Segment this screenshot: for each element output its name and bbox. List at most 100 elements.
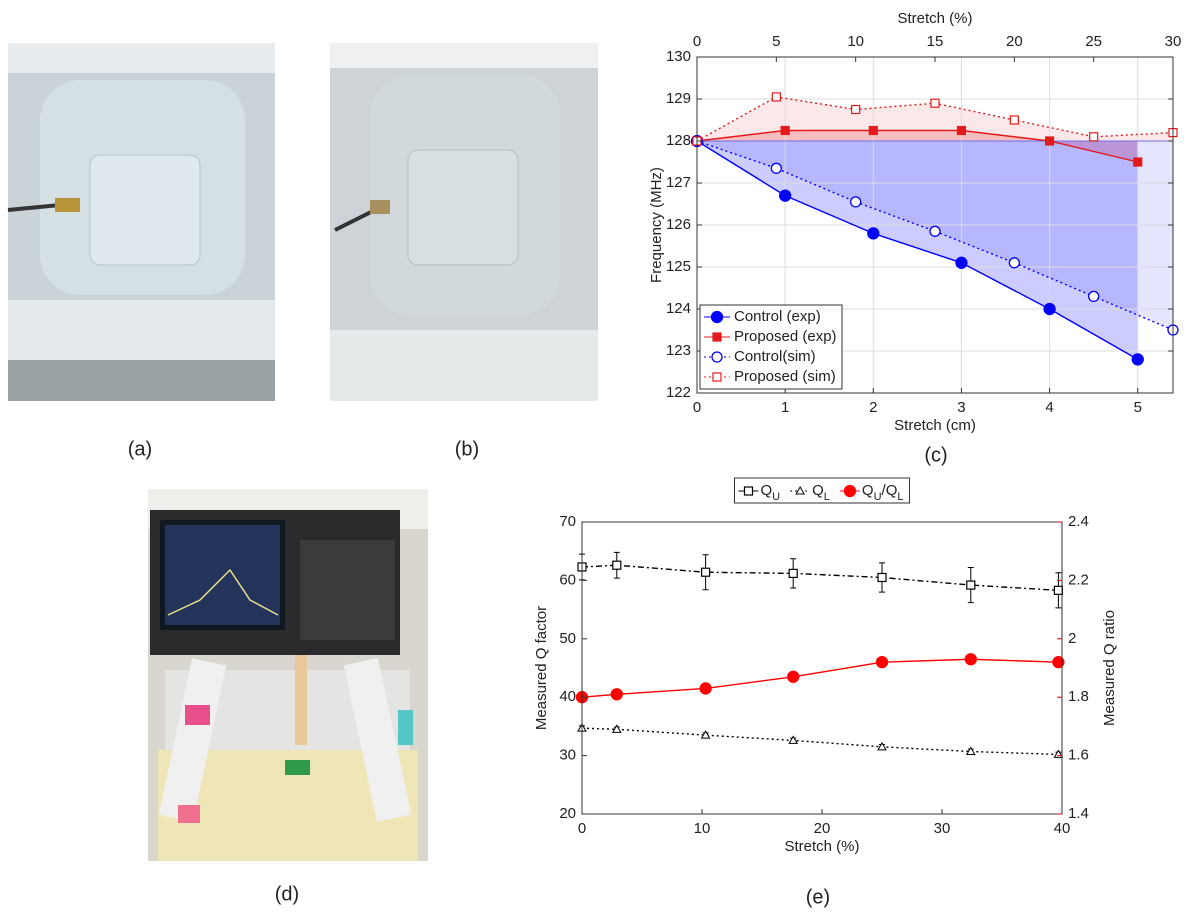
series-line xyxy=(696,129,1138,163)
marker xyxy=(771,92,781,102)
marker xyxy=(770,162,782,174)
marker xyxy=(611,724,622,733)
legend-label: QL xyxy=(812,482,830,503)
marker xyxy=(788,568,798,578)
y-tick-label: 60 xyxy=(559,571,576,588)
y-tick-label: 50 xyxy=(559,630,576,647)
x2-tick-label: 25 xyxy=(1085,33,1102,50)
marker xyxy=(1053,585,1064,595)
photo-b xyxy=(330,43,598,401)
x-tick-label: 20 xyxy=(814,820,831,837)
x2-tick-label: 30 xyxy=(1165,33,1182,50)
panel-label: (e) xyxy=(806,886,830,908)
marker xyxy=(699,682,712,695)
marker xyxy=(965,746,976,756)
y-tick-label: 125 xyxy=(666,258,691,275)
panel-label: (a) xyxy=(128,438,152,460)
x-tick-label: 10 xyxy=(694,820,711,837)
legend-marker xyxy=(843,484,857,498)
marker xyxy=(610,688,623,701)
plot-frame xyxy=(581,521,1063,815)
panel-label: (b) xyxy=(455,438,479,460)
y-axis-label: Frequency (MHz) xyxy=(648,167,665,283)
y2-tick-label: 2 xyxy=(1068,630,1076,647)
x-tick-label: 1 xyxy=(781,399,789,416)
x2-tick-label: 10 xyxy=(847,33,864,50)
x-tick-label: 4 xyxy=(1045,399,1053,416)
marker xyxy=(1131,353,1144,366)
marker xyxy=(955,256,968,269)
marker xyxy=(964,653,977,666)
x2-tick-label: 20 xyxy=(1006,33,1023,50)
legend-label: Proposed (sim) xyxy=(734,368,836,385)
marker xyxy=(612,560,622,570)
legend-label: QU/QL xyxy=(862,482,904,503)
marker xyxy=(956,125,967,136)
x2-tick-label: 15 xyxy=(927,33,944,50)
x-tick-label: 0 xyxy=(578,820,586,837)
y-tick-label: 126 xyxy=(666,216,691,233)
y-tick-label: 20 xyxy=(559,805,576,822)
y2-tick-label: 2.4 xyxy=(1068,513,1089,530)
marker xyxy=(1052,656,1065,669)
y-tick-label: 128 xyxy=(666,132,691,149)
x-tick-label: 2 xyxy=(869,399,877,416)
marker xyxy=(877,572,887,583)
x2-axis-label: Stretch (%) xyxy=(897,10,972,27)
marker xyxy=(851,104,861,115)
x-tick-label: 0 xyxy=(693,399,701,416)
series-line xyxy=(581,658,1059,698)
x-tick-label: 30 xyxy=(934,820,951,837)
legend-marker xyxy=(743,486,754,496)
marker xyxy=(700,730,711,739)
marker xyxy=(1044,136,1055,146)
x2-tick-label: 5 xyxy=(772,33,780,50)
legend-label: Control(sim) xyxy=(734,348,816,365)
marker xyxy=(877,741,887,751)
marker xyxy=(778,189,792,202)
y2-tick-label: 1.8 xyxy=(1068,688,1089,705)
legend-marker xyxy=(711,351,723,363)
x-tick-label: 5 xyxy=(1134,399,1142,416)
legend-label: Proposed (exp) xyxy=(734,328,837,345)
marker xyxy=(1053,749,1064,758)
y-tick-label: 127 xyxy=(666,174,691,191)
y-tick-label: 124 xyxy=(666,300,691,317)
marker xyxy=(1009,115,1019,125)
x-tick-label: 40 xyxy=(1054,820,1071,837)
marker xyxy=(868,125,878,136)
fill-area xyxy=(697,141,1173,330)
y-tick-label: 70 xyxy=(559,513,576,530)
marker xyxy=(929,225,941,237)
y2-tick-label: 1.6 xyxy=(1068,747,1089,764)
y-tick-label: 129 xyxy=(666,90,691,107)
photo-d xyxy=(148,489,428,861)
y-tick-label: 122 xyxy=(666,384,691,401)
y-tick-label: 130 xyxy=(666,48,691,65)
x2-tick-label: 0 xyxy=(693,33,701,50)
panel-label: (c) xyxy=(924,444,947,466)
legend-marker xyxy=(712,372,722,382)
marker xyxy=(787,670,800,683)
marker xyxy=(867,227,880,240)
marker xyxy=(1089,132,1099,142)
marker xyxy=(1133,157,1143,167)
y-tick-label: 123 xyxy=(666,342,691,359)
y2-axis-label: Measured Q ratio xyxy=(1101,610,1118,726)
y2-tick-label: 1.4 xyxy=(1068,805,1089,822)
x-axis-label: Stretch (cm) xyxy=(894,417,976,434)
marker xyxy=(875,656,889,669)
x-axis-label: Stretch (%) xyxy=(784,838,859,855)
panel-label: (d) xyxy=(275,883,299,905)
y-tick-label: 30 xyxy=(559,747,576,764)
marker xyxy=(1088,290,1100,303)
series-line xyxy=(581,564,1059,592)
x-tick-label: 3 xyxy=(957,399,965,416)
marker xyxy=(1008,257,1020,269)
legend-marker xyxy=(795,485,805,495)
series-line xyxy=(696,140,1139,361)
marker xyxy=(780,125,790,136)
legend-box xyxy=(733,477,911,504)
photo-a xyxy=(7,43,275,401)
